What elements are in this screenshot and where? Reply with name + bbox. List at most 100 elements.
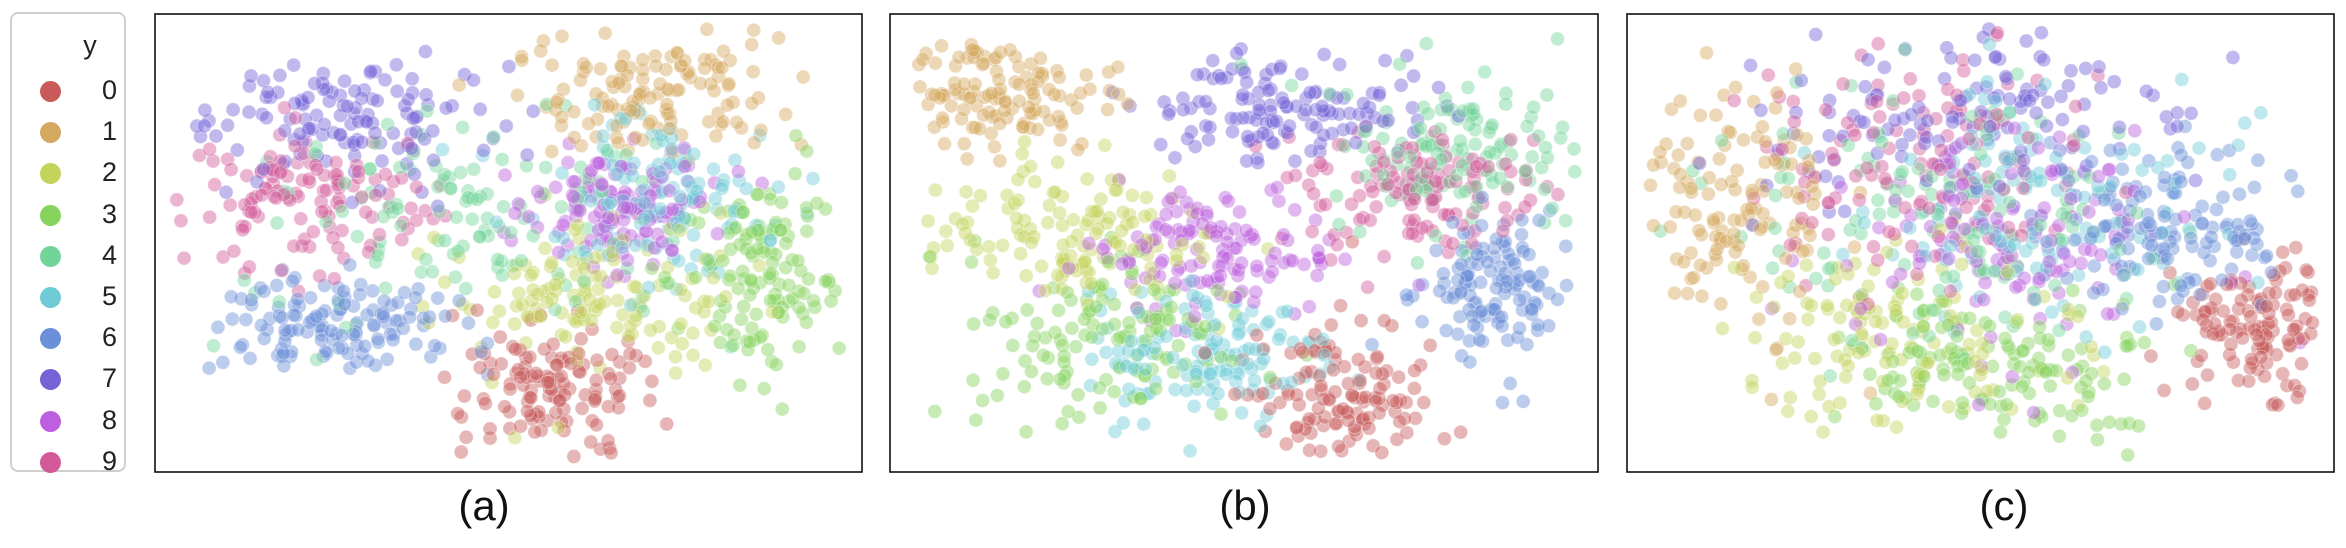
point-class-3: [1922, 350, 1938, 366]
point-class-7: [397, 98, 413, 114]
point-class-2: [1975, 346, 1991, 362]
point-class-0: [2241, 279, 2257, 295]
point-class-9: [1472, 155, 1488, 171]
point-class-2: [1856, 343, 1872, 359]
point-class-6: [451, 293, 467, 309]
point-class-0: [1385, 393, 1401, 409]
point-class-3: [746, 332, 762, 348]
point-class-4: [1996, 182, 2012, 198]
point-class-9: [1475, 162, 1491, 178]
point-class-7: [1161, 106, 1177, 122]
point-class-3: [784, 252, 800, 268]
point-class-2: [1080, 212, 1096, 228]
point-class-6: [1497, 265, 1513, 281]
point-class-3: [764, 354, 780, 370]
point-class-1: [597, 25, 613, 41]
point-class-7: [1992, 178, 2008, 194]
point-class-7: [1175, 90, 1191, 106]
point-class-9: [254, 187, 270, 203]
point-class-2: [1869, 412, 1885, 428]
point-class-5: [1872, 129, 1887, 145]
point-class-2: [1102, 210, 1118, 226]
point-class-2: [1058, 263, 1074, 279]
point-class-0: [1327, 352, 1343, 368]
point-class-4: [1410, 174, 1426, 190]
point-class-6: [1469, 320, 1485, 336]
point-class-4: [571, 201, 587, 217]
point-class-4: [1442, 174, 1458, 190]
point-class-7: [1277, 123, 1293, 139]
point-class-3: [1948, 314, 1964, 330]
point-class-5: [2007, 236, 2022, 252]
point-class-3: [2041, 332, 2057, 348]
point-class-8: [664, 243, 680, 259]
point-class-1: [959, 50, 975, 66]
point-class-9: [425, 211, 441, 227]
point-class-0: [1339, 404, 1355, 420]
point-class-7: [1312, 136, 1328, 152]
point-class-9: [1870, 252, 1886, 268]
point-class-2: [1119, 216, 1135, 232]
point-class-9: [1930, 229, 1946, 245]
point-class-9: [1933, 142, 1949, 158]
point-class-3: [2026, 292, 2042, 308]
point-class-1: [538, 99, 554, 115]
point-class-8: [2051, 218, 2067, 233]
point-class-2: [1946, 314, 1962, 330]
point-class-1: [1712, 230, 1728, 246]
legend-marker-7: [40, 369, 61, 391]
point-class-0: [2281, 337, 2297, 353]
point-class-4: [378, 280, 393, 296]
point-class-8: [1853, 301, 1869, 317]
point-class-3: [1949, 328, 1965, 344]
point-class-4: [1418, 183, 1434, 199]
point-class-7: [1990, 88, 2006, 104]
point-class-3: [1177, 356, 1193, 372]
point-class-1: [626, 105, 642, 121]
point-class-2: [569, 353, 585, 369]
point-class-4: [348, 317, 364, 333]
point-class-3: [785, 290, 801, 306]
point-class-5: [1248, 341, 1264, 357]
point-class-5: [636, 211, 652, 227]
point-class-0: [1331, 438, 1347, 454]
point-class-8: [628, 195, 644, 211]
point-class-0: [2240, 303, 2256, 319]
point-class-5: [1188, 366, 1204, 382]
point-class-9: [1909, 266, 1925, 282]
point-class-0: [502, 381, 518, 397]
point-class-0: [2250, 293, 2266, 309]
point-class-9: [302, 174, 317, 190]
point-class-0: [549, 357, 565, 373]
point-class-9: [272, 127, 288, 143]
point-class-5: [475, 148, 491, 163]
point-class-2: [1766, 299, 1782, 315]
point-class-7: [356, 82, 372, 98]
point-class-9: [1390, 150, 1406, 165]
point-class-1: [1046, 87, 1062, 102]
point-class-7: [1880, 121, 1896, 137]
point-class-5: [1964, 250, 1980, 266]
point-class-0: [2303, 326, 2319, 342]
point-class-9: [1913, 156, 1929, 172]
point-class-1: [1789, 127, 1805, 143]
point-class-6: [2143, 218, 2159, 234]
point-class-5: [2181, 221, 2197, 237]
point-class-6: [348, 324, 364, 340]
point-class-9: [1425, 223, 1440, 239]
point-class-7: [1240, 91, 1256, 107]
point-class-6: [370, 334, 386, 350]
point-class-1: [1800, 159, 1816, 175]
point-class-3: [1936, 367, 1952, 383]
point-class-8: [2056, 246, 2072, 262]
point-class-6: [354, 346, 370, 362]
point-class-1: [720, 97, 735, 113]
point-class-9: [1760, 67, 1776, 83]
point-class-6: [348, 327, 364, 343]
point-class-2: [1803, 409, 1819, 425]
point-class-0: [2241, 321, 2256, 337]
point-class-3: [1129, 347, 1145, 363]
point-class-9: [1904, 238, 1920, 254]
point-class-4: [593, 183, 609, 199]
point-class-6: [1494, 234, 1510, 250]
